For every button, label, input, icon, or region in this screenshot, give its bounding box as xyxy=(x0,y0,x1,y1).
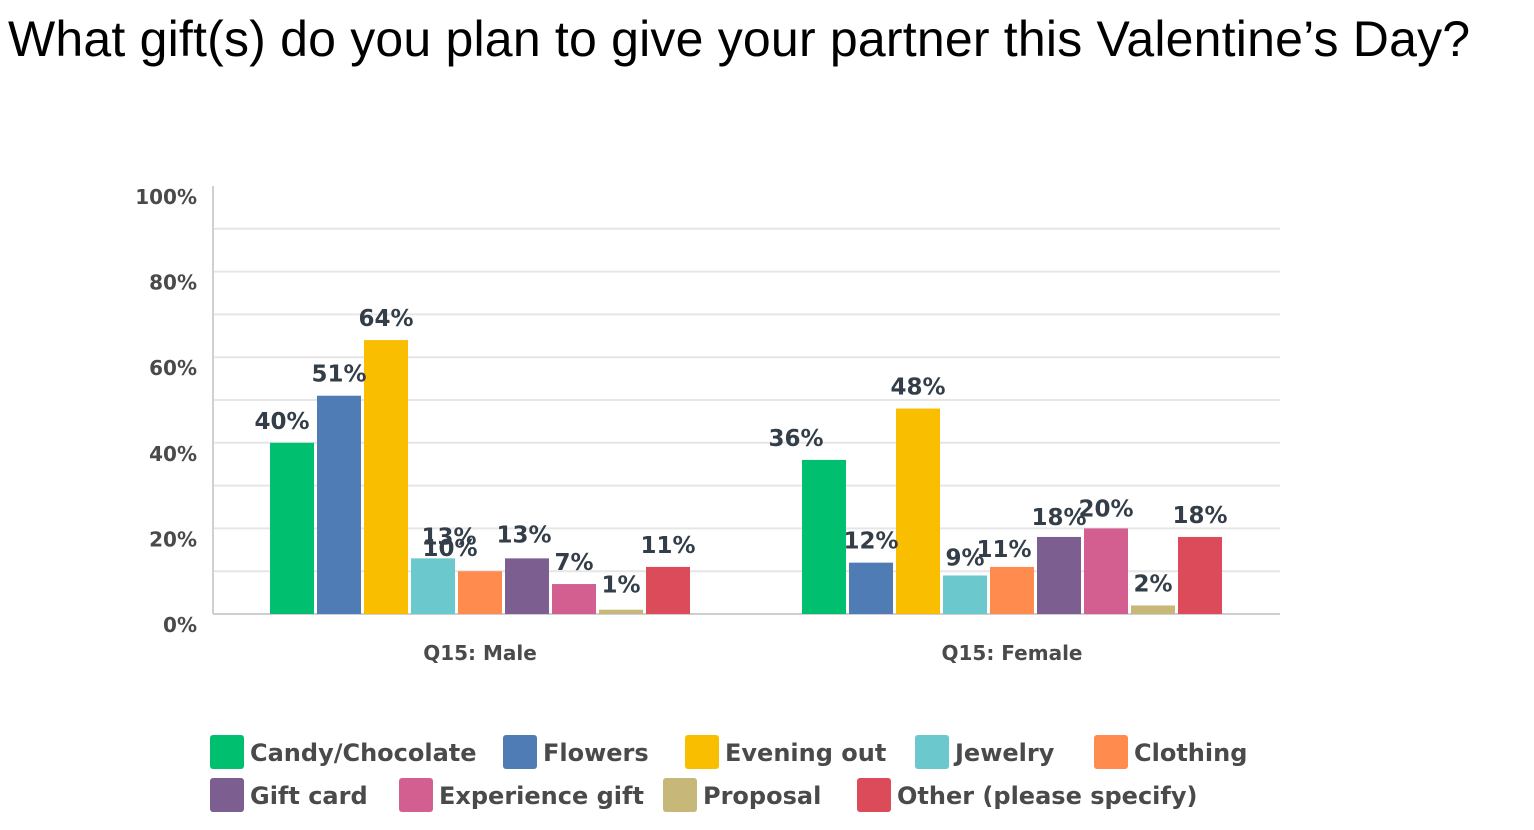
bar xyxy=(849,562,893,614)
bar xyxy=(317,395,361,614)
data-label: 10% xyxy=(422,536,477,562)
data-label: 12% xyxy=(843,529,898,555)
bar xyxy=(270,442,314,614)
data-label: 11% xyxy=(640,533,695,559)
legend-swatch xyxy=(1094,735,1128,769)
legend-item: Proposal xyxy=(663,778,821,812)
page-title: What gift(s) do you plan to give your pa… xyxy=(8,11,1471,67)
legend-item: Evening out xyxy=(685,735,886,769)
bar xyxy=(896,408,940,614)
legend-swatch xyxy=(503,735,537,769)
data-label: 20% xyxy=(1078,496,1133,522)
bar xyxy=(1178,536,1222,614)
legend-swatch xyxy=(663,778,697,812)
y-tick-label: 100% xyxy=(135,185,197,209)
legend-item: Other (please specify) xyxy=(857,778,1197,812)
bar xyxy=(364,340,408,614)
legend-label: Experience gift xyxy=(439,782,644,810)
legend-label: Flowers xyxy=(543,739,649,767)
legend-label: Gift card xyxy=(250,782,368,810)
legend-item: Gift card xyxy=(210,778,368,812)
y-tick-label: 20% xyxy=(149,527,197,551)
data-label: 64% xyxy=(358,306,413,332)
bar xyxy=(646,566,690,614)
legend-item: Candy/Chocolate xyxy=(210,735,477,769)
bar xyxy=(943,575,987,614)
legend-item: Experience gift xyxy=(399,778,644,812)
data-label: 51% xyxy=(311,362,366,388)
data-label: 40% xyxy=(254,409,309,435)
legend-swatch xyxy=(915,735,949,769)
data-label: 7% xyxy=(554,550,593,576)
data-labels: 40%51%64%13%10%13%7%1%11%36%12%48%9%11%1… xyxy=(254,306,1227,599)
bar xyxy=(458,571,502,614)
legend-swatch xyxy=(210,735,244,769)
legend-label: Clothing xyxy=(1134,739,1247,767)
y-tick-label: 40% xyxy=(149,442,197,466)
bars xyxy=(270,340,1222,614)
data-label: 1% xyxy=(601,573,640,599)
data-label: 2% xyxy=(1133,571,1172,597)
bar xyxy=(411,558,455,614)
bar xyxy=(1131,605,1175,614)
data-label: 9% xyxy=(945,545,984,571)
data-label: 13% xyxy=(421,524,476,550)
bar xyxy=(552,584,596,614)
bar xyxy=(802,459,846,614)
legend-swatch xyxy=(685,735,719,769)
bar xyxy=(505,558,549,614)
legend-item: Jewelry xyxy=(915,735,1055,769)
legend-item: Clothing xyxy=(1094,735,1247,769)
data-label: 13% xyxy=(496,522,551,548)
legend: Candy/Chocolate Flowers Evening out Jewelry… xyxy=(210,735,1247,812)
legend-label: Other (please specify) xyxy=(897,782,1197,810)
legend-swatch xyxy=(399,778,433,812)
legend-label: Jewelry xyxy=(953,739,1055,767)
data-label: 36% xyxy=(768,426,823,452)
legend-swatch xyxy=(210,778,244,812)
legend-label: Candy/Chocolate xyxy=(250,739,477,767)
x-category-label: Q15: Female xyxy=(942,641,1083,665)
x-category-label: Q15: Male xyxy=(423,641,537,665)
legend-swatch xyxy=(857,778,891,812)
y-tick-label: 60% xyxy=(149,356,197,380)
data-label: 11% xyxy=(976,537,1031,563)
legend-label: Evening out xyxy=(725,739,886,767)
bar xyxy=(1037,536,1081,614)
data-label: 18% xyxy=(1172,503,1227,529)
y-tick-label: 0% xyxy=(163,613,197,637)
data-label: 48% xyxy=(890,375,945,401)
bar xyxy=(1084,528,1128,614)
legend-item: Flowers xyxy=(503,735,649,769)
bar xyxy=(990,566,1034,614)
data-label: 18% xyxy=(1031,505,1086,531)
y-tick-label: 80% xyxy=(149,271,197,295)
bar xyxy=(599,609,643,614)
legend-label: Proposal xyxy=(703,782,821,810)
